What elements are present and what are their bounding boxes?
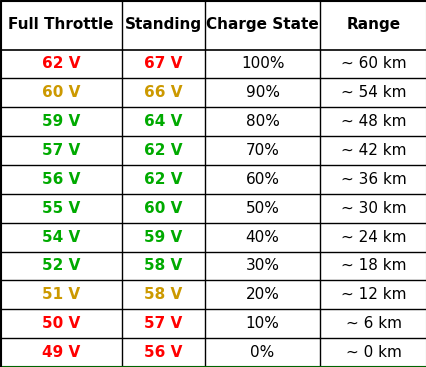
- Text: ~ 18 km: ~ 18 km: [340, 258, 406, 273]
- Text: 67 V: 67 V: [144, 57, 182, 72]
- Text: ~ 54 km: ~ 54 km: [340, 86, 406, 100]
- Text: Charge State: Charge State: [206, 17, 318, 32]
- Text: 55 V: 55 V: [42, 201, 80, 216]
- Text: 10%: 10%: [245, 316, 279, 331]
- Text: 60 V: 60 V: [144, 201, 182, 216]
- Text: 58 V: 58 V: [144, 258, 182, 273]
- Text: 66 V: 66 V: [144, 86, 182, 100]
- Text: 58 V: 58 V: [144, 287, 182, 302]
- Text: 57 V: 57 V: [42, 143, 80, 158]
- Text: 80%: 80%: [245, 114, 279, 129]
- Text: 62 V: 62 V: [41, 57, 80, 72]
- Text: 56 V: 56 V: [42, 172, 80, 187]
- Text: ~ 60 km: ~ 60 km: [340, 57, 406, 72]
- Text: 49 V: 49 V: [42, 345, 80, 360]
- Text: Range: Range: [346, 17, 400, 32]
- Text: 30%: 30%: [245, 258, 279, 273]
- Text: ~ 0 km: ~ 0 km: [345, 345, 400, 360]
- Text: 64 V: 64 V: [144, 114, 182, 129]
- Text: ~ 30 km: ~ 30 km: [340, 201, 406, 216]
- Text: ~ 6 km: ~ 6 km: [345, 316, 401, 331]
- Text: 62 V: 62 V: [144, 172, 182, 187]
- Text: Full Throttle: Full Throttle: [8, 17, 113, 32]
- Text: 60 V: 60 V: [42, 86, 80, 100]
- Text: 52 V: 52 V: [42, 258, 80, 273]
- Text: ~ 36 km: ~ 36 km: [340, 172, 406, 187]
- Text: 60%: 60%: [245, 172, 279, 187]
- Text: 51 V: 51 V: [42, 287, 80, 302]
- Text: 100%: 100%: [240, 57, 284, 72]
- Text: 62 V: 62 V: [144, 143, 182, 158]
- Text: 50 V: 50 V: [42, 316, 80, 331]
- Text: Standing: Standing: [124, 17, 201, 32]
- Text: 59 V: 59 V: [42, 114, 80, 129]
- Text: 90%: 90%: [245, 86, 279, 100]
- Text: 70%: 70%: [245, 143, 279, 158]
- Text: 40%: 40%: [245, 230, 279, 245]
- Text: 57 V: 57 V: [144, 316, 182, 331]
- Text: ~ 48 km: ~ 48 km: [340, 114, 406, 129]
- Text: 50%: 50%: [245, 201, 279, 216]
- Text: ~ 12 km: ~ 12 km: [340, 287, 406, 302]
- Text: 59 V: 59 V: [144, 230, 182, 245]
- Text: ~ 24 km: ~ 24 km: [340, 230, 406, 245]
- Text: 0%: 0%: [250, 345, 274, 360]
- Text: 20%: 20%: [245, 287, 279, 302]
- Text: 56 V: 56 V: [144, 345, 182, 360]
- Text: 54 V: 54 V: [42, 230, 80, 245]
- Text: ~ 42 km: ~ 42 km: [340, 143, 406, 158]
